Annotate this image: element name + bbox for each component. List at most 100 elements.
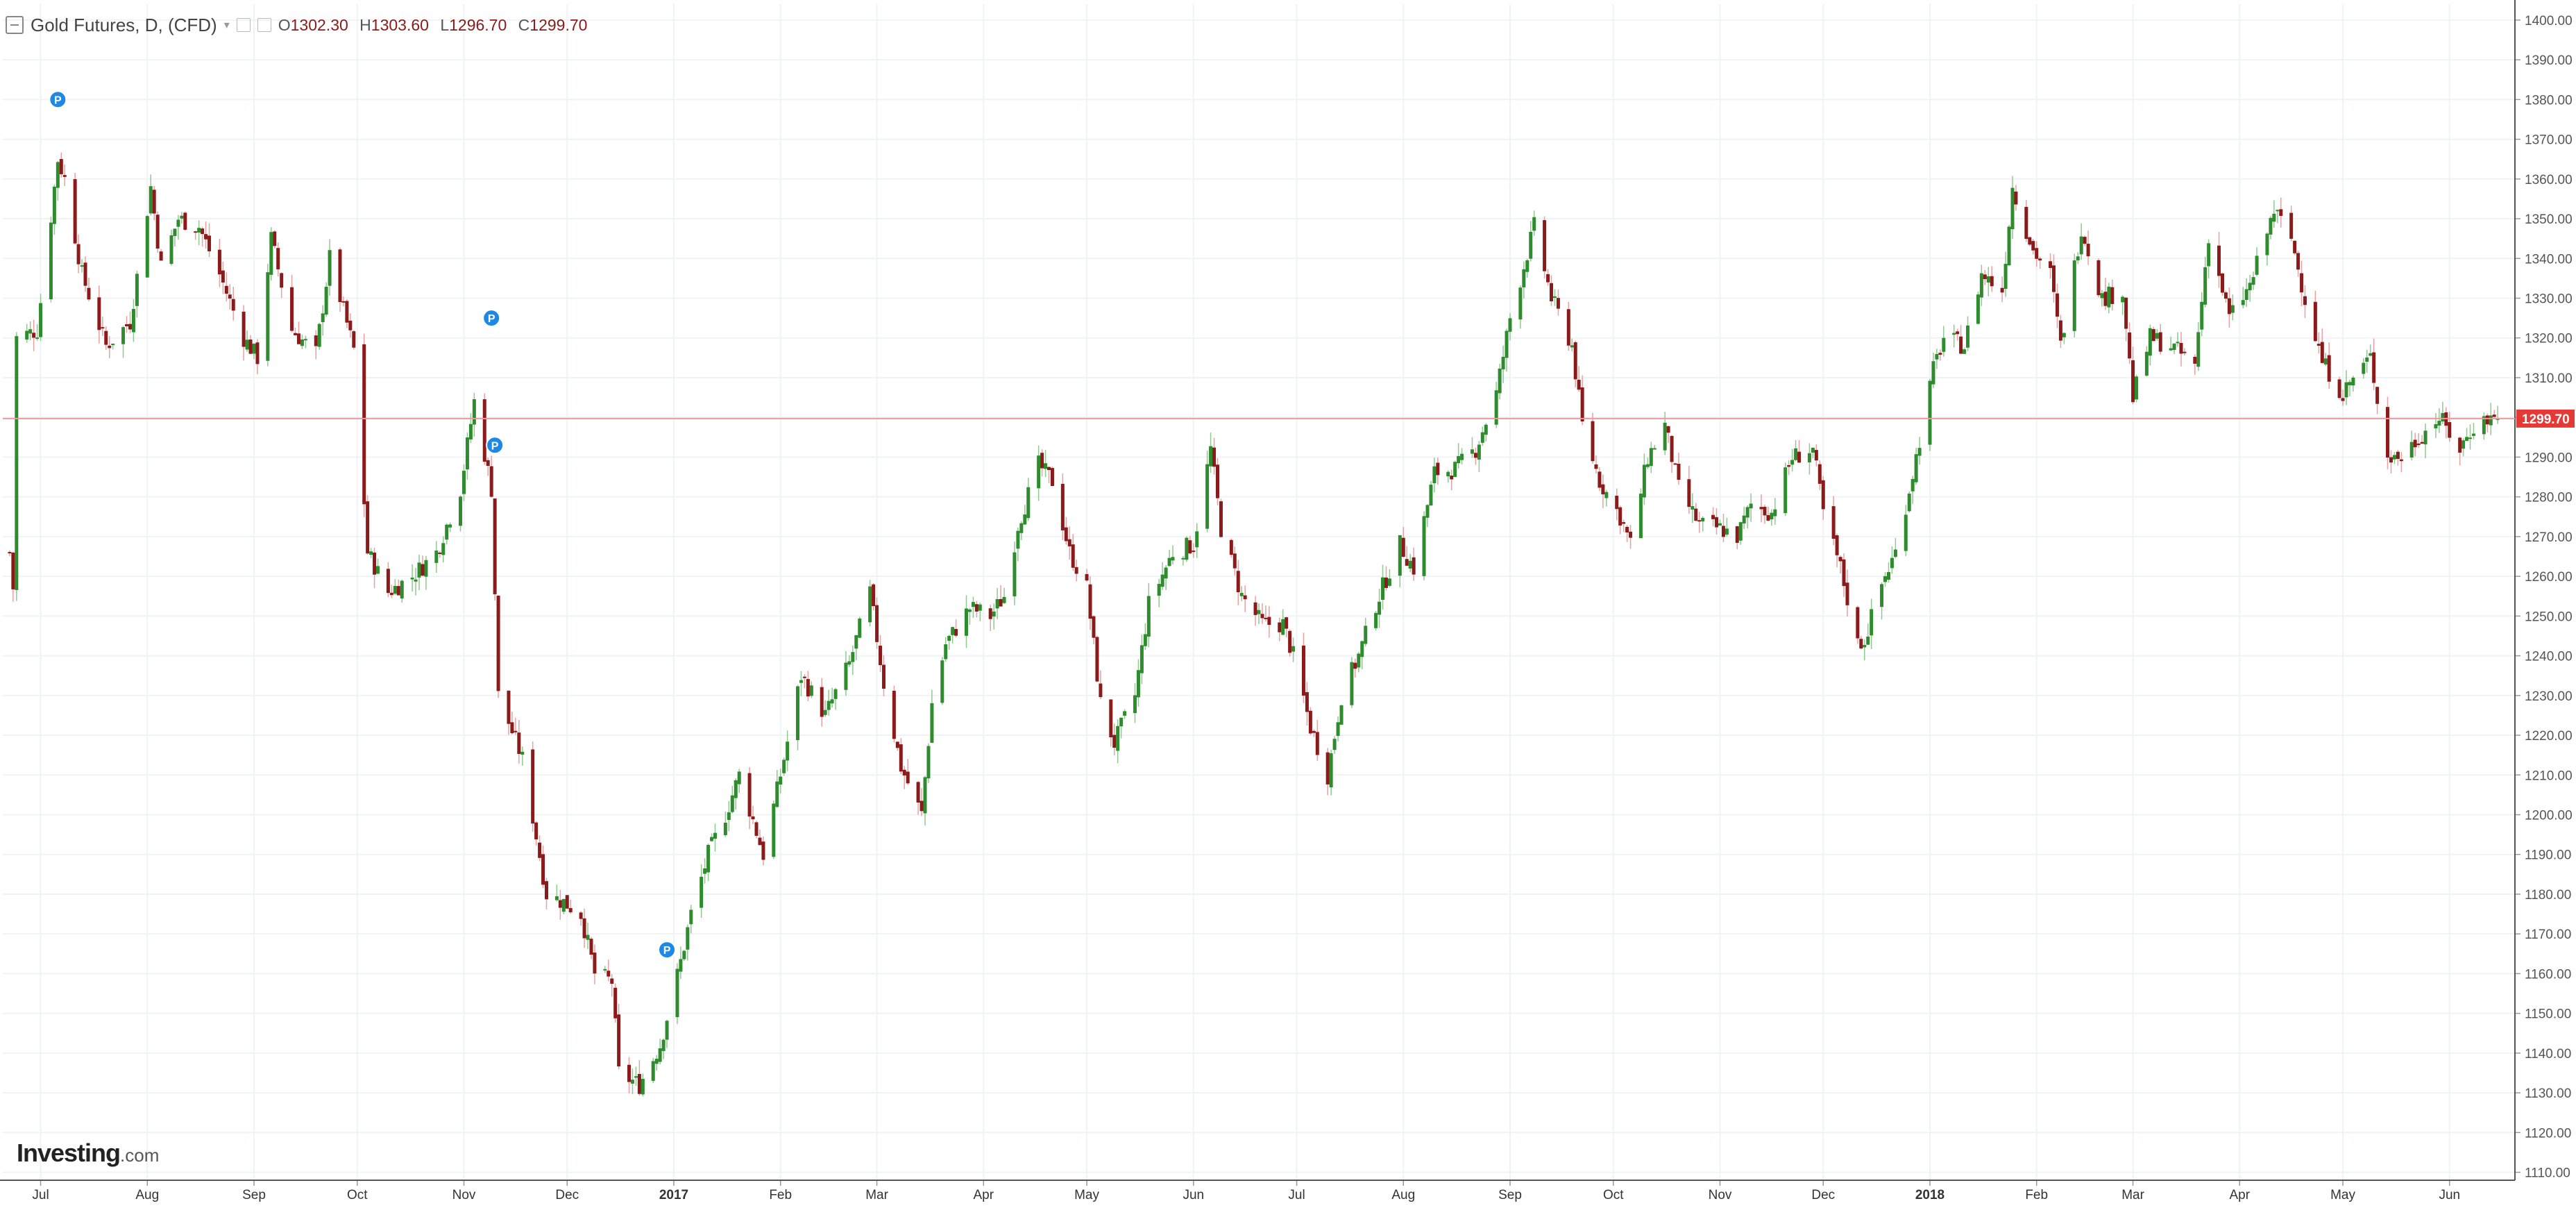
x-tick-label: Sep <box>242 1188 266 1202</box>
candle-body <box>1870 609 1874 636</box>
candle-body <box>974 604 978 612</box>
candle-body <box>2207 243 2211 267</box>
candle-body <box>434 551 439 563</box>
candle-body <box>1652 448 1656 450</box>
investing-logo[interactable]: Investing.com <box>17 1139 159 1168</box>
candle-body <box>1952 333 1956 335</box>
x-tick-label: Nov <box>452 1188 476 1202</box>
candle-body <box>561 898 566 912</box>
event-marker[interactable] <box>486 436 505 455</box>
candle-body <box>2055 293 2059 317</box>
event-marker[interactable] <box>658 941 677 959</box>
candle-body <box>1315 732 1319 755</box>
candle-body <box>1817 464 1822 484</box>
event-marker-label: P <box>54 94 62 106</box>
candle-body <box>1601 484 1605 495</box>
collapse-legend-button[interactable] <box>6 16 24 34</box>
candle-body <box>1928 380 1932 445</box>
symbol-title[interactable]: Gold Futures, D, (CFD) <box>31 14 217 35</box>
y-tick-label: 1400.00 <box>2525 14 2573 28</box>
candle-body <box>62 175 67 177</box>
chart-legend: Gold Futures, D, (CFD) ▾ O1302.30 H1303.… <box>6 10 594 40</box>
candle-body <box>1963 349 1967 354</box>
candle-body <box>940 660 944 703</box>
candle-body <box>1450 476 1454 480</box>
candle-body <box>1618 507 1622 526</box>
candle-body <box>1594 464 1598 469</box>
y-tick-label: 1200.00 <box>2525 808 2573 823</box>
candle-body <box>1381 577 1385 600</box>
candle-body <box>1525 260 1530 272</box>
candle-body <box>617 1014 621 1067</box>
x-tick-label: Feb <box>2025 1188 2048 1202</box>
candle-body <box>2293 240 2297 253</box>
candle-body <box>2296 253 2300 270</box>
last-price-tag <box>2516 409 2575 428</box>
candle-body <box>1260 614 1264 619</box>
candle-body <box>197 228 201 233</box>
candle-body <box>1890 557 1894 569</box>
candle-body <box>1071 544 1075 568</box>
y-tick-label: 1330.00 <box>2525 292 2573 307</box>
candle-body <box>1257 610 1261 614</box>
candle-body <box>1842 559 1846 587</box>
candle-body <box>2255 255 2259 275</box>
y-tick-label: 1360.00 <box>2525 173 2573 187</box>
x-tick-label: Apr <box>2229 1188 2250 1202</box>
x-tick-label: Mar <box>865 1188 888 1202</box>
candle-body <box>930 703 934 743</box>
chevron-down-icon[interactable]: ▾ <box>223 19 230 31</box>
candle-body <box>1883 576 1888 582</box>
candle-body <box>1505 330 1509 358</box>
candle-body <box>1405 559 1409 566</box>
candle-body <box>1229 539 1233 555</box>
event-marker[interactable] <box>49 90 67 109</box>
candle-body <box>1425 505 1430 518</box>
candle-body <box>324 287 328 315</box>
candle-body <box>802 676 806 678</box>
candle-body <box>25 330 29 340</box>
candle-body <box>1219 501 1223 537</box>
candle-body <box>2265 233 2269 255</box>
candle-body <box>1990 276 1994 287</box>
candle-body <box>1701 517 1705 522</box>
candle-body <box>2086 244 2090 257</box>
candle-body <box>2000 287 2004 293</box>
settings-icon[interactable] <box>236 18 251 32</box>
candle-body <box>1085 573 1089 581</box>
candle-body <box>2303 296 2307 305</box>
candle-body <box>131 309 135 333</box>
y-tick-label: 1350.00 <box>2525 212 2573 227</box>
candle-body <box>1697 520 1702 522</box>
event-marker[interactable] <box>482 309 501 328</box>
candle-body <box>772 803 776 857</box>
candle-body <box>579 912 583 919</box>
candle-body <box>15 336 19 590</box>
candle-body <box>2251 277 2255 285</box>
candle-body <box>242 311 246 347</box>
candle-body <box>1773 509 1777 517</box>
candle-body <box>1336 722 1340 737</box>
candle-body <box>1529 231 1533 259</box>
candle-body <box>2230 305 2235 313</box>
candle-body <box>706 845 711 873</box>
candle-body <box>417 562 421 578</box>
candle-body <box>1422 516 1426 576</box>
candle-body <box>2183 351 2187 353</box>
x-tick-label: May <box>2330 1188 2355 1202</box>
y-tick-label: 1380.00 <box>2525 93 2573 108</box>
candle-body <box>775 781 779 807</box>
close-icon[interactable] <box>257 18 271 32</box>
candle-body <box>486 460 490 467</box>
candle-body <box>737 771 741 785</box>
ohlc-readout: O1302.30 H1303.60 L1296.70 C1299.70 <box>278 16 595 35</box>
candle-body <box>2058 320 2062 341</box>
candle-body <box>2038 258 2042 261</box>
candle-body <box>820 687 824 717</box>
candle-body <box>493 498 497 594</box>
candle-body <box>675 968 679 1018</box>
candle-body <box>1979 273 1983 298</box>
candle-body <box>833 689 838 699</box>
